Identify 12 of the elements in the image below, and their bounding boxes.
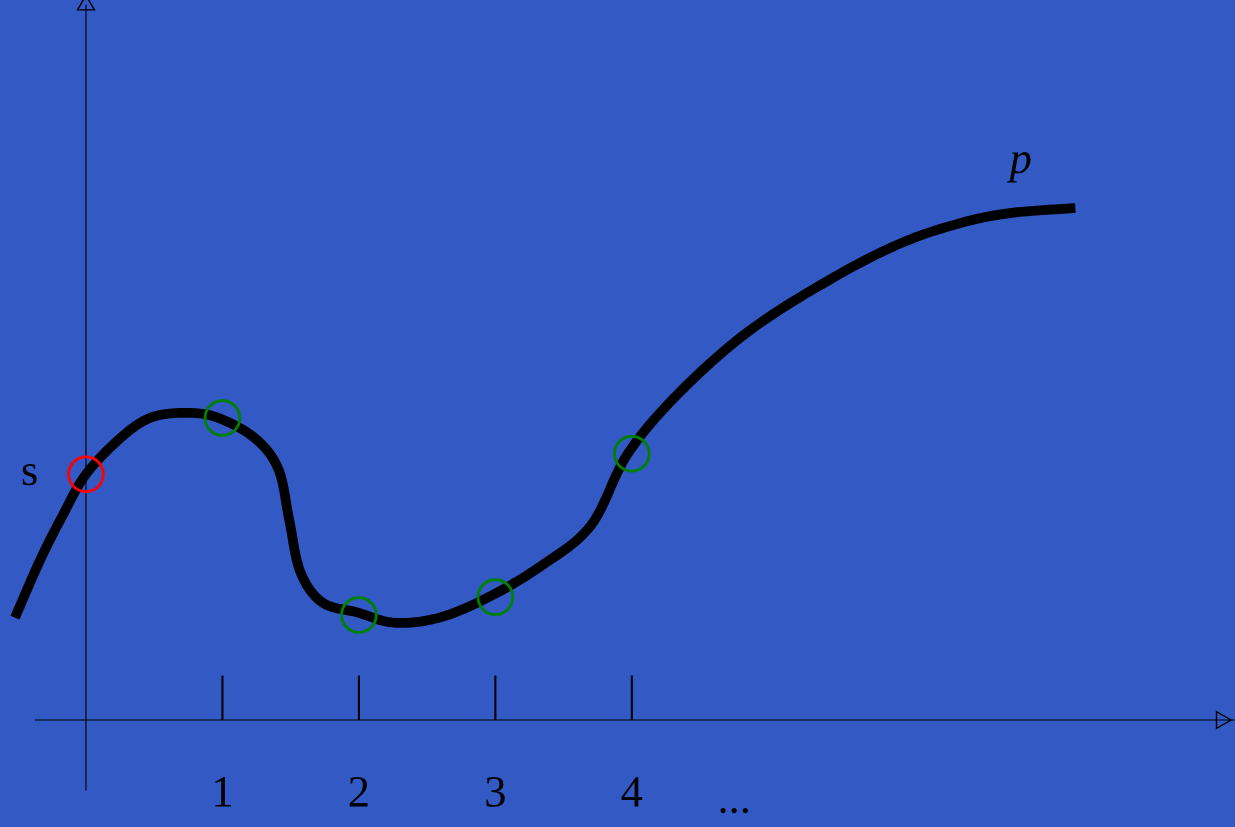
point bbox=[340, 596, 378, 634]
point bbox=[67, 455, 105, 493]
series-label: p bbox=[1007, 151, 1031, 183]
x-tick-label: 4 bbox=[621, 777, 643, 807]
x-tick-label: 1 bbox=[215, 777, 231, 807]
x-tick-label: 2 bbox=[349, 776, 368, 807]
point bbox=[203, 399, 242, 437]
point bbox=[476, 578, 515, 616]
point bbox=[613, 435, 651, 473]
x-tick-label: 3 bbox=[486, 776, 505, 807]
text: ... bbox=[720, 807, 748, 814]
series-label: s bbox=[22, 463, 37, 486]
